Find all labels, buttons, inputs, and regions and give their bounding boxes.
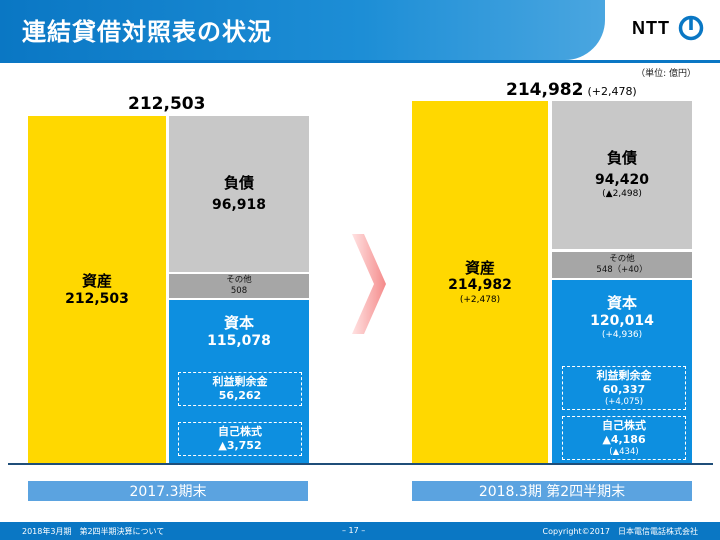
right-total-delta: (+2,478) bbox=[587, 85, 637, 98]
right-equity-block: 資本 120,014 (+4,936) bbox=[552, 280, 692, 464]
left-other-block: その他 508 bbox=[169, 274, 309, 298]
footer-copyright: Copyright©2017 日本電信電話株式会社 bbox=[542, 527, 698, 536]
right-equity-label: 資本 bbox=[606, 294, 637, 312]
left-assets-label: 資産 bbox=[81, 271, 112, 290]
right-equity-value: 120,014 bbox=[590, 312, 654, 329]
ntt-logo: NTT bbox=[632, 14, 704, 42]
left-assets-block: 資産 212,503 bbox=[28, 116, 166, 464]
right-period-label: 2018.3期 第2四半期末 bbox=[412, 481, 692, 501]
right-retained-delta: (+4,075) bbox=[604, 396, 644, 407]
left-liabilities-label: 負債 bbox=[223, 173, 254, 192]
right-liabilities-delta: (▲2,498) bbox=[602, 189, 642, 200]
right-treasury-value: ▲4,186 bbox=[602, 432, 646, 446]
left-retained-box: 利益剰余金 56,262 bbox=[178, 372, 302, 406]
baseline-rule bbox=[8, 463, 713, 465]
left-treasury-box: 自己株式 ▲3,752 bbox=[178, 422, 302, 456]
logo-text: NTT bbox=[632, 17, 670, 38]
footer-page-number: – 17 – bbox=[342, 526, 366, 535]
right-liabilities-value: 94,420 bbox=[594, 171, 650, 188]
left-other-value: 508 bbox=[230, 286, 248, 296]
right-assets-delta: (+2,478) bbox=[459, 294, 501, 305]
right-treasury-label: 自己株式 bbox=[602, 419, 646, 433]
left-retained-label: 利益剰余金 bbox=[212, 375, 268, 389]
left-treasury-value: ▲3,752 bbox=[218, 439, 262, 452]
footer-left-text: 2018年3月期 第2四半期決算について bbox=[22, 527, 165, 536]
right-treasury-box: 自己株式 ▲4,186 (▲434) bbox=[562, 416, 686, 460]
right-equity-delta: (+4,936) bbox=[601, 330, 643, 341]
right-other-value: 548（+40） bbox=[596, 265, 648, 275]
left-treasury-label: 自己株式 bbox=[218, 425, 262, 439]
left-assets-value: 212,503 bbox=[65, 290, 129, 307]
left-equity-value: 115,078 bbox=[207, 332, 271, 349]
right-other-block: その他 548（+40） bbox=[552, 252, 692, 278]
right-assets-label: 資産 bbox=[464, 258, 495, 277]
left-period-label: 2017.3期末 bbox=[28, 481, 308, 501]
title-underline bbox=[0, 60, 720, 63]
left-equity-block: 資本 115,078 bbox=[169, 300, 309, 464]
right-total: 214,982 (+2,478) bbox=[506, 80, 637, 100]
left-total: 212,503 bbox=[128, 94, 206, 114]
right-liabilities-label: 負債 bbox=[606, 149, 637, 168]
left-retained-value: 56,262 bbox=[218, 389, 262, 402]
left-other-label: その他 bbox=[226, 275, 252, 286]
left-equity-label: 資本 bbox=[223, 314, 254, 332]
right-other-label: その他 bbox=[609, 254, 635, 265]
right-treasury-delta: (▲434) bbox=[609, 446, 639, 457]
right-arrow-icon bbox=[352, 234, 386, 334]
left-liabilities-block: 負債 96,918 bbox=[169, 116, 309, 272]
right-assets-block: 資産 214,982 (+2,478) bbox=[412, 101, 548, 464]
page-title: 連結貸借対照表の状況 bbox=[22, 18, 272, 46]
title-bar: 連結貸借対照表の状況 bbox=[0, 0, 605, 60]
right-total-value: 214,982 bbox=[506, 80, 584, 100]
left-liabilities-value: 96,918 bbox=[211, 196, 267, 213]
footer-bar: 2018年3月期 第2四半期決算について – 17 – Copyright©20… bbox=[0, 522, 720, 540]
right-liabilities-block: 負債 94,420 (▲2,498) bbox=[552, 101, 692, 249]
ntt-logo-icon bbox=[678, 15, 704, 41]
unit-label: （単位: 億円） bbox=[636, 69, 696, 79]
right-retained-label: 利益剰余金 bbox=[596, 369, 652, 383]
right-retained-value: 60,337 bbox=[602, 382, 646, 396]
right-retained-box: 利益剰余金 60,337 (+4,075) bbox=[562, 366, 686, 410]
right-assets-value: 214,982 bbox=[448, 277, 512, 294]
